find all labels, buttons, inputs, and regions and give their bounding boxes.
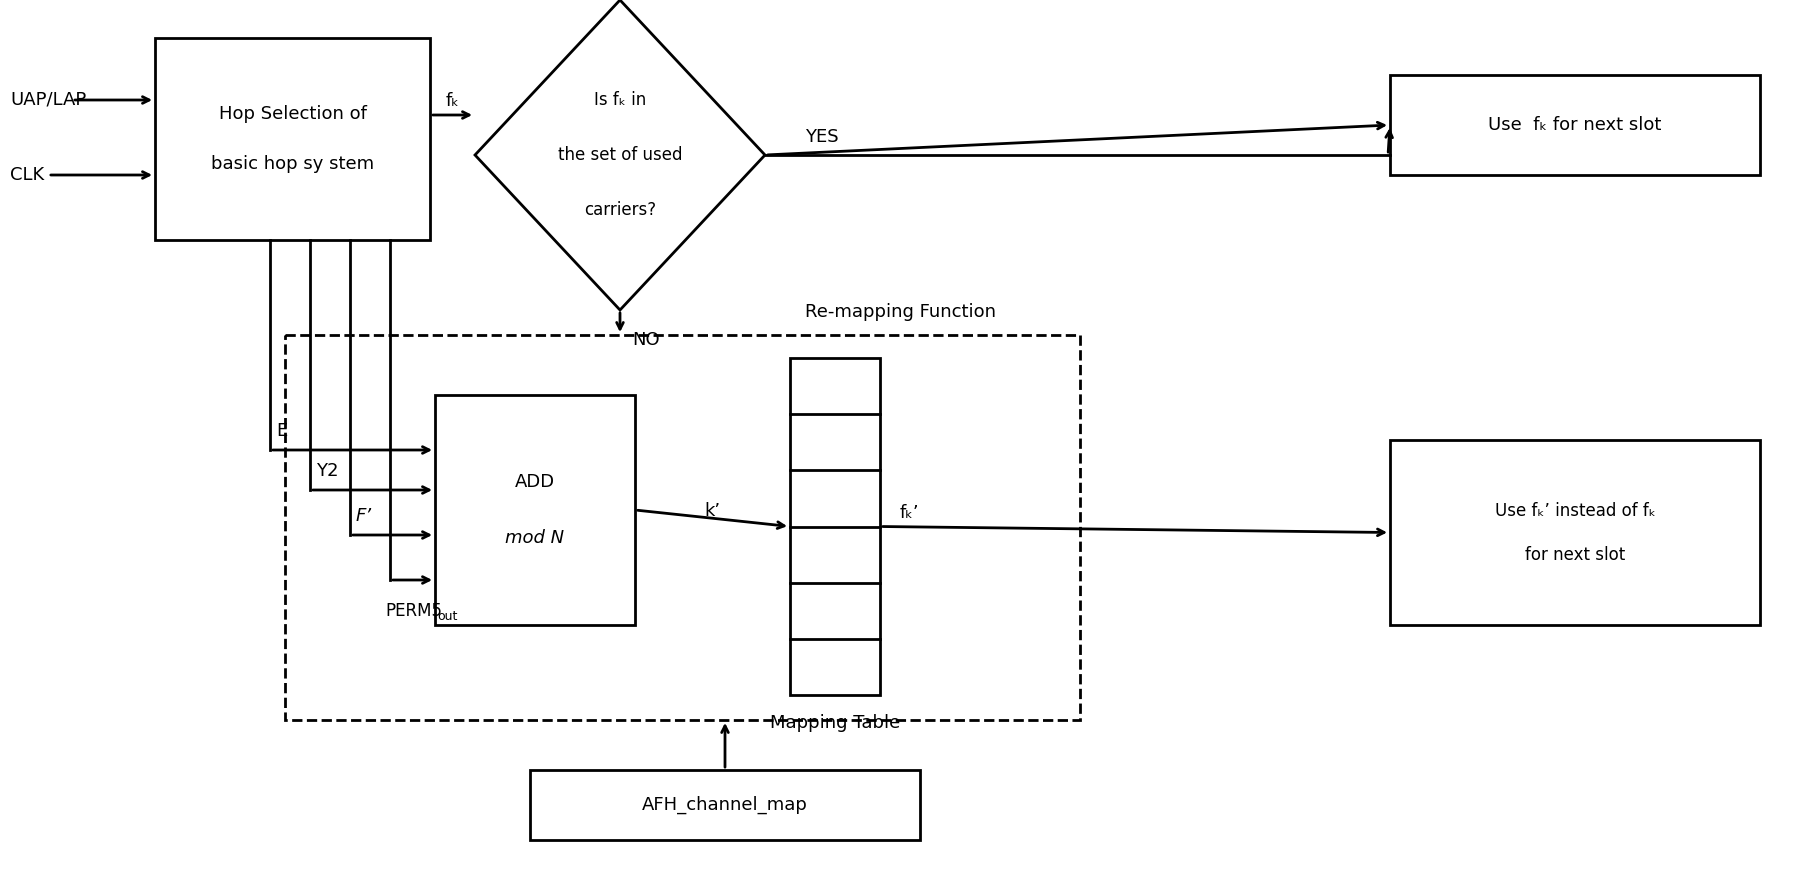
Text: mod N: mod N	[506, 529, 565, 547]
Text: Use  fₖ for next slot: Use fₖ for next slot	[1488, 116, 1662, 134]
Text: Mapping Table: Mapping Table	[770, 714, 899, 732]
Text: carriers?: carriers?	[583, 201, 655, 219]
Text: fₖ: fₖ	[445, 92, 460, 110]
Text: out: out	[436, 610, 458, 623]
Text: k’: k’	[704, 503, 720, 521]
Text: CLK: CLK	[11, 166, 45, 184]
Text: basic hop sy stem: basic hop sy stem	[212, 155, 373, 173]
Polygon shape	[476, 0, 765, 310]
Text: E: E	[276, 422, 287, 440]
Text: Hop Selection of: Hop Selection of	[219, 105, 366, 123]
Bar	[154, 38, 431, 240]
Text: AFH_channel_map: AFH_channel_map	[643, 796, 808, 815]
Text: the set of used: the set of used	[558, 146, 682, 164]
Bar	[1389, 440, 1761, 625]
Text: fₖ’: fₖ’	[899, 503, 919, 522]
Text: F’: F’	[355, 507, 372, 525]
Bar	[1389, 75, 1761, 175]
Text: NO: NO	[632, 331, 659, 349]
Text: YES: YES	[804, 128, 838, 146]
Text: Y2: Y2	[316, 462, 339, 480]
Text: UAP/LAP: UAP/LAP	[11, 91, 86, 109]
Bar	[790, 358, 880, 695]
Bar	[530, 770, 921, 840]
Bar	[285, 335, 1081, 720]
Text: for next slot: for next slot	[1526, 545, 1624, 564]
Text: Re-mapping Function: Re-mapping Function	[806, 303, 996, 321]
Text: ADD: ADD	[515, 473, 555, 491]
Bar	[434, 395, 635, 625]
Text: Is fₖ in: Is fₖ in	[594, 91, 646, 109]
Text: PERM5: PERM5	[384, 602, 442, 620]
Text: Use fₖ’ instead of fₖ: Use fₖ’ instead of fₖ	[1495, 502, 1655, 519]
